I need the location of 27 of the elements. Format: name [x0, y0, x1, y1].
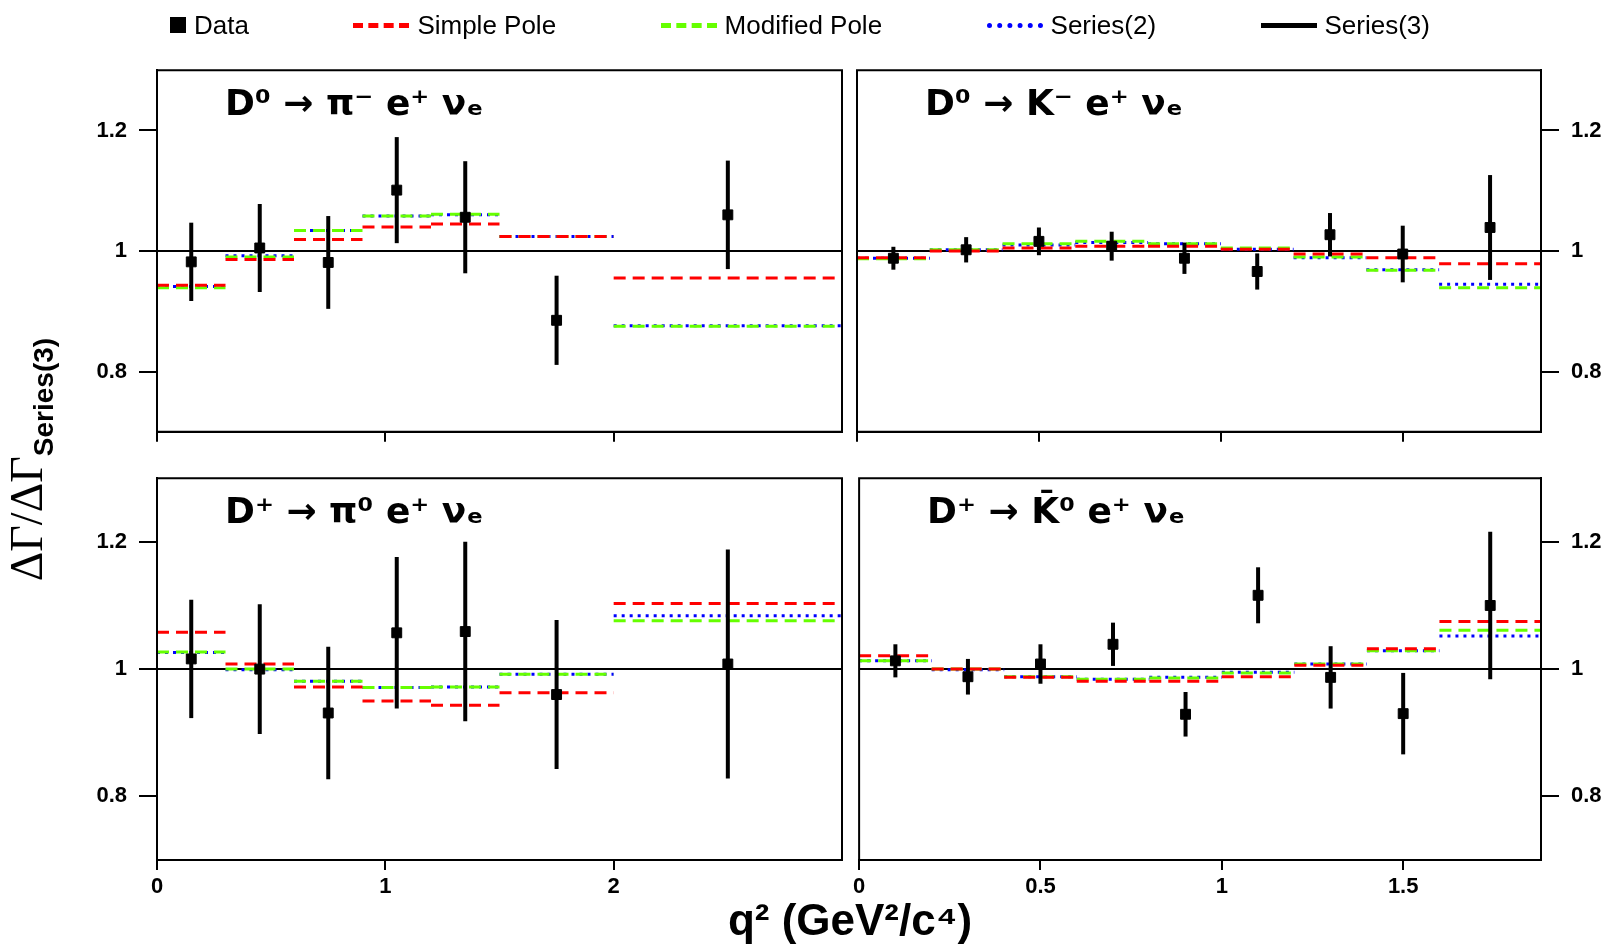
x-tick-label: 0.5: [1025, 873, 1056, 899]
y-tick-label: 1: [114, 237, 127, 263]
legend-label: Simple Pole: [417, 9, 557, 41]
legend-label: Modified Pole: [724, 9, 883, 41]
legend-label: Series(3): [1324, 9, 1430, 41]
y-tick-label: 1.2: [1571, 116, 1602, 142]
chart-title: D⁺ → π⁰ e⁺ νₑ: [225, 490, 484, 532]
x-tick-label: 1: [379, 873, 392, 899]
chart-title: D⁰ → K⁻ e⁺ νₑ: [925, 82, 1184, 124]
x-tick-label: 2: [607, 873, 620, 899]
y-tick-label: 1: [114, 655, 127, 681]
chart-title: D⁰ → π⁻ e⁺ νₑ: [225, 82, 484, 124]
y-tick-label: 1.2: [96, 527, 127, 553]
chart-title: D⁺ → K̄⁰ e⁺ νₑ: [927, 488, 1186, 532]
y-tick-label: 0.8: [1571, 782, 1602, 808]
x-tick-label: 1.5: [1387, 873, 1419, 899]
legend-label: Series(2): [1050, 9, 1157, 41]
y-tick-label: 0.8: [1571, 357, 1602, 383]
x-tick-label: 0: [150, 873, 164, 899]
y-tick-label: 1: [1571, 237, 1584, 263]
y-tick-label: 1.2: [96, 116, 127, 142]
x-tick-label: 1: [1215, 873, 1228, 899]
y-tick-label: 0.8: [96, 782, 127, 808]
y-tick-label: 1: [1571, 655, 1584, 681]
y-tick-label: 0.8: [96, 357, 127, 383]
legend-label: Data: [194, 9, 249, 41]
y-tick-label: 1.2: [1571, 527, 1602, 553]
